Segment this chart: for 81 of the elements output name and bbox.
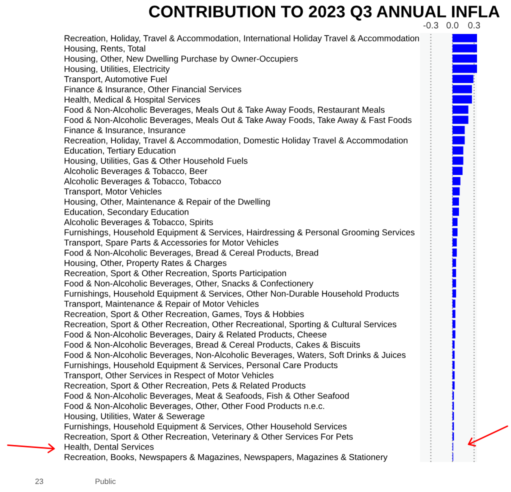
y-tick-label: Recreation, Books, Newspapers & Magazines, Newspapers, Magazines & Stationery — [64, 454, 388, 462]
bar — [452, 258, 456, 267]
bar — [452, 228, 458, 236]
y-tick-label: Finance & Insurance, Other Financial Services — [64, 86, 242, 94]
y-tick-label: Food & Non-Alcoholic Beverages, Bread & Cereal Products, Cakes & Biscuits — [64, 341, 360, 350]
y-tick-label: Furnishings, Household Equipment & Services, Other Non-Durable Household Products — [64, 290, 399, 298]
y-tick-label: Food & Non-Alcoholic Beverages, Other, Other Food Products n.e.c. — [64, 402, 324, 411]
bar — [452, 106, 468, 114]
y-tick-label: Alcoholic Beverages & Tobacco, Tobacco — [64, 178, 221, 186]
bar — [452, 187, 460, 196]
y-tick-label: Housing, Rents, Total — [64, 45, 146, 54]
bar — [452, 44, 477, 52]
y-tick-label: Housing, Other, New Dwelling Purchase by Owner-Occupiers — [64, 55, 298, 64]
bar — [452, 166, 463, 175]
bar — [452, 268, 456, 278]
bar — [452, 197, 459, 206]
y-tick-label: Recreation, Sport & Other Recreation, Games, Toys & Hobbies — [64, 310, 304, 319]
y-tick-label: Transport, Automotive Fuel — [64, 76, 166, 84]
y-tick-label: Food & Non-Alcoholic Beverages, Meat & Seafoods, Fish & Other Seafood — [64, 392, 349, 401]
y-tick-label: Transport, Motor Vehicles — [64, 188, 162, 196]
bar — [452, 156, 464, 165]
y-tick-label: Food & Non-Alcoholic Beverages, Dairy & Related Products, Cheese — [64, 331, 326, 340]
y-tick-label: Recreation, Sport & Other Recreation, Sports Participation — [64, 270, 286, 278]
y-tick-label: Recreation, Holiday, Travel & Accommodation, International Holiday Travel & Accommodation — [64, 34, 419, 44]
x-tick-label: -0.3 — [423, 22, 438, 28]
y-tick-label: Education, Tertiary Education — [64, 147, 176, 156]
chart-title: CONTRIBUTION TO 2023 Q3 ANNUAL INFLA — [149, 6, 500, 21]
bar — [452, 340, 455, 349]
y-tick-label: Alcoholic Beverages & Tobacco, Beer — [64, 168, 208, 176]
bar — [452, 310, 456, 318]
bar — [452, 320, 456, 328]
y-tick-label: Housing, Other, Property Rates & Charges — [64, 260, 226, 268]
bar — [452, 208, 459, 216]
bar — [452, 85, 472, 94]
y-tick-label: Transport, Maintenance & Repair of Motor Vehicles — [64, 300, 259, 309]
y-tick-label: Furnishings, Household Equipment & Services, Other Household Services — [64, 423, 347, 432]
y-tick-label: Housing, Utilities, Water & Sewerage — [64, 412, 204, 421]
bar — [452, 381, 455, 390]
y-tick-label: Food & Non-Alcoholic Beverages, Meals Out & Take Away Foods, Take Away & Fast Foods — [64, 116, 412, 125]
bar — [452, 64, 477, 73]
bar — [452, 300, 456, 308]
bar — [452, 74, 474, 84]
y-tick-label: Recreation, Holiday, Travel & Accommodation, Domestic Holiday Travel & Accommodation — [64, 137, 408, 146]
y-tick-label: Food & Non-Alcoholic Beverages, Bread & Cereal Products, Bread — [64, 249, 318, 258]
bar — [452, 371, 455, 380]
y-tick-label: Furnishings, Household Equipment & Services, Hairdressing & Personal Grooming Services — [64, 229, 415, 238]
bar — [452, 279, 456, 288]
y-tick-label: Transport, Other Services in Respect of Motor Vehicles — [64, 372, 274, 380]
bar — [452, 54, 477, 63]
bar — [452, 177, 460, 186]
bar — [452, 330, 456, 338]
y-tick-label: Housing, Other, Maintenance & Repair of the Dwelling — [64, 198, 270, 206]
x-tick-label: 0.0 — [446, 22, 458, 28]
y-tick-label: Furnishings, Household Equipment & Services, Personal Care Products — [64, 362, 338, 370]
bar — [452, 146, 464, 155]
bar — [452, 360, 455, 370]
bar — [452, 126, 465, 134]
y-tick-label: Health, Medical & Hospital Services — [64, 96, 200, 104]
bar — [452, 95, 472, 104]
bar — [452, 218, 458, 226]
y-tick-label: Recreation, Sport & Other Recreation, Veterinary & Other Services For Pets — [64, 433, 353, 442]
bar — [452, 289, 456, 298]
y-tick-label: Recreation, Sport & Other Recreation, Pets & Related Products — [64, 382, 306, 390]
y-tick-label: Health, Dental Services — [64, 444, 154, 451]
bar — [452, 248, 457, 257]
y-tick-label: Finance & Insurance, Insurance — [64, 126, 186, 134]
bar — [452, 350, 455, 359]
y-tick-label: Housing, Utilities, Gas & Other Household Fuels — [64, 158, 248, 166]
y-tick-label: Food & Non-Alcoholic Beverages, Non-Alcoholic Beverages, Waters, Soft Drinks & Juices — [64, 352, 406, 360]
x-tick-label: 0.3 — [468, 22, 480, 28]
bar — [452, 136, 465, 144]
y-tick-label: Food & Non-Alcoholic Beverages, Meals Out & Take Away Foods, Restaurant Meals — [64, 106, 385, 115]
bar — [452, 238, 457, 246]
bar — [452, 34, 477, 42]
y-tick-label: Recreation, Sport & Other Recreation, Other Recreational, Sporting & Cultural Services — [64, 320, 396, 330]
y-tick-label: Food & Non-Alcoholic Beverages, Other, Snacks & Confectionery — [64, 280, 314, 288]
y-tick-label: Education, Secondary Education — [64, 208, 188, 217]
y-tick-label: Housing, Utilities, Electricity — [64, 66, 170, 74]
y-tick-label: Transport, Spare Parts & Accessories for Motor Vehicles — [64, 239, 278, 248]
bar — [452, 116, 468, 124]
y-tick-label: Alcoholic Beverages & Tobacco, Spirits — [64, 218, 213, 227]
